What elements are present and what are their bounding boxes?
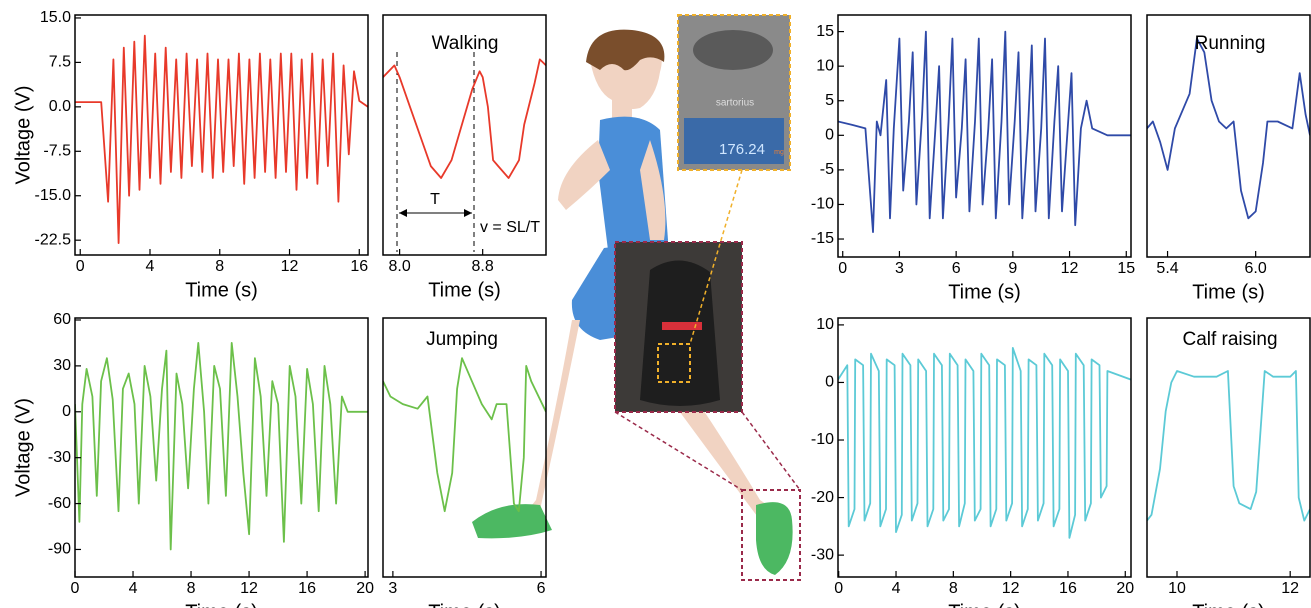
plot-frame: [383, 318, 546, 577]
y-tick-label: 15: [816, 23, 834, 40]
y-tick-label: -20: [811, 489, 834, 506]
panel-title: Jumping: [426, 329, 498, 350]
x-axis-title: Time (s): [185, 601, 258, 608]
x-tick-label: 3: [895, 260, 904, 277]
y-tick-label: 7.5: [49, 54, 71, 71]
x-tick-label: 4: [146, 258, 155, 275]
annotation: T: [430, 191, 440, 208]
x-tick-label: 0: [838, 260, 847, 277]
signal-line: [1147, 39, 1310, 219]
x-tick-label: 8.0: [388, 258, 410, 275]
signal-line: [383, 358, 546, 511]
x-tick-label: 16: [350, 258, 368, 275]
x-tick-label: 12: [281, 258, 299, 275]
x-tick-label: 12: [1061, 260, 1079, 277]
x-tick-label: 16: [1059, 580, 1077, 597]
x-tick-label: 12: [1002, 580, 1020, 597]
plot-frame: [75, 318, 368, 577]
connector: [742, 412, 800, 490]
panel-title: Running: [1195, 33, 1266, 54]
y-axis-title: Voltage (V): [12, 86, 34, 185]
y-tick-label: 15.0: [40, 9, 71, 26]
y-tick-label: 60: [53, 311, 71, 328]
y-tick-label: 0: [825, 127, 834, 144]
x-tick-label: 16: [298, 580, 316, 597]
x-tick-label: 8: [949, 580, 958, 597]
x-axis-title: Time (s): [1192, 601, 1265, 608]
y-tick-label: -30: [811, 546, 834, 563]
x-tick-label: 5.4: [1156, 260, 1178, 277]
annotation: v = SL/T: [480, 219, 540, 236]
y-tick-label: -15: [811, 230, 834, 247]
y-tick-label: -10: [811, 196, 834, 213]
x-tick-label: 3: [388, 580, 397, 597]
x-axis-title: Time (s): [428, 279, 501, 301]
signal-line: [75, 343, 368, 550]
x-tick-label: 12: [240, 580, 258, 597]
y-tick-label: -10: [811, 431, 834, 448]
scale-unit: mg: [774, 149, 784, 156]
x-tick-label: 4: [129, 580, 138, 597]
x-tick-label: 8: [215, 258, 224, 275]
x-axis-title: Time (s): [1192, 281, 1265, 303]
y-tick-label: -30: [48, 449, 71, 466]
signal-line: [1147, 371, 1310, 521]
shoe-shape: [640, 260, 720, 406]
y-tick-label: 5: [825, 92, 834, 109]
x-tick-label: 12: [1281, 580, 1299, 597]
x-tick-label: 0: [834, 580, 843, 597]
y-axis-title: Voltage (V): [12, 398, 34, 497]
panel-title: Walking: [432, 33, 499, 54]
signal-line: [838, 32, 1131, 233]
x-tick-label: 0: [71, 580, 80, 597]
x-tick-label: 20: [1116, 580, 1134, 597]
y-tick-label: 0: [62, 403, 71, 420]
panel-title: Calf raising: [1182, 329, 1277, 350]
x-tick-label: 4: [892, 580, 901, 597]
signal-line: [383, 59, 546, 178]
x-tick-label: 6: [952, 260, 961, 277]
scale-reading: 176.24: [719, 141, 765, 158]
y-tick-label: -7.5: [43, 143, 71, 160]
y-tick-label: -5: [820, 161, 834, 178]
x-tick-label: 8: [187, 580, 196, 597]
signal-line: [75, 36, 368, 243]
x-tick-label: 15: [1117, 260, 1135, 277]
x-tick-label: 20: [356, 580, 374, 597]
y-tick-label: -90: [48, 541, 71, 558]
x-tick-label: 6: [537, 580, 546, 597]
scale-brand: sartorius: [716, 98, 754, 109]
y-tick-label: 30: [53, 357, 71, 374]
scale-pan: [693, 30, 773, 70]
x-tick-label: 0: [76, 258, 85, 275]
y-tick-label: 10: [816, 316, 834, 333]
x-tick-label: 9: [1008, 260, 1017, 277]
y-tick-label: 0.0: [49, 98, 71, 115]
y-tick-label: 0: [825, 374, 834, 391]
y-tick-label: -60: [48, 495, 71, 512]
x-axis-title: Time (s): [948, 281, 1021, 303]
signal-line: [838, 348, 1131, 538]
x-tick-label: 10: [1168, 580, 1186, 597]
y-tick-label: -15.0: [35, 187, 72, 204]
y-tick-label: 10: [816, 57, 834, 74]
x-tick-label: 8.8: [472, 258, 494, 275]
x-axis-title: Time (s): [428, 601, 501, 608]
x-tick-label: 6.0: [1245, 260, 1267, 277]
figure: sartorius 176.24 mg 0 4 8 12 16 15.0 7.5 0.0 -7.…: [0, 0, 1311, 608]
plot-frame: [838, 15, 1131, 257]
x-axis-title: Time (s): [185, 279, 258, 301]
y-tick-label: -22.5: [35, 231, 72, 248]
x-axis-title: Time (s): [948, 601, 1021, 608]
plot-frame: [1147, 318, 1310, 577]
